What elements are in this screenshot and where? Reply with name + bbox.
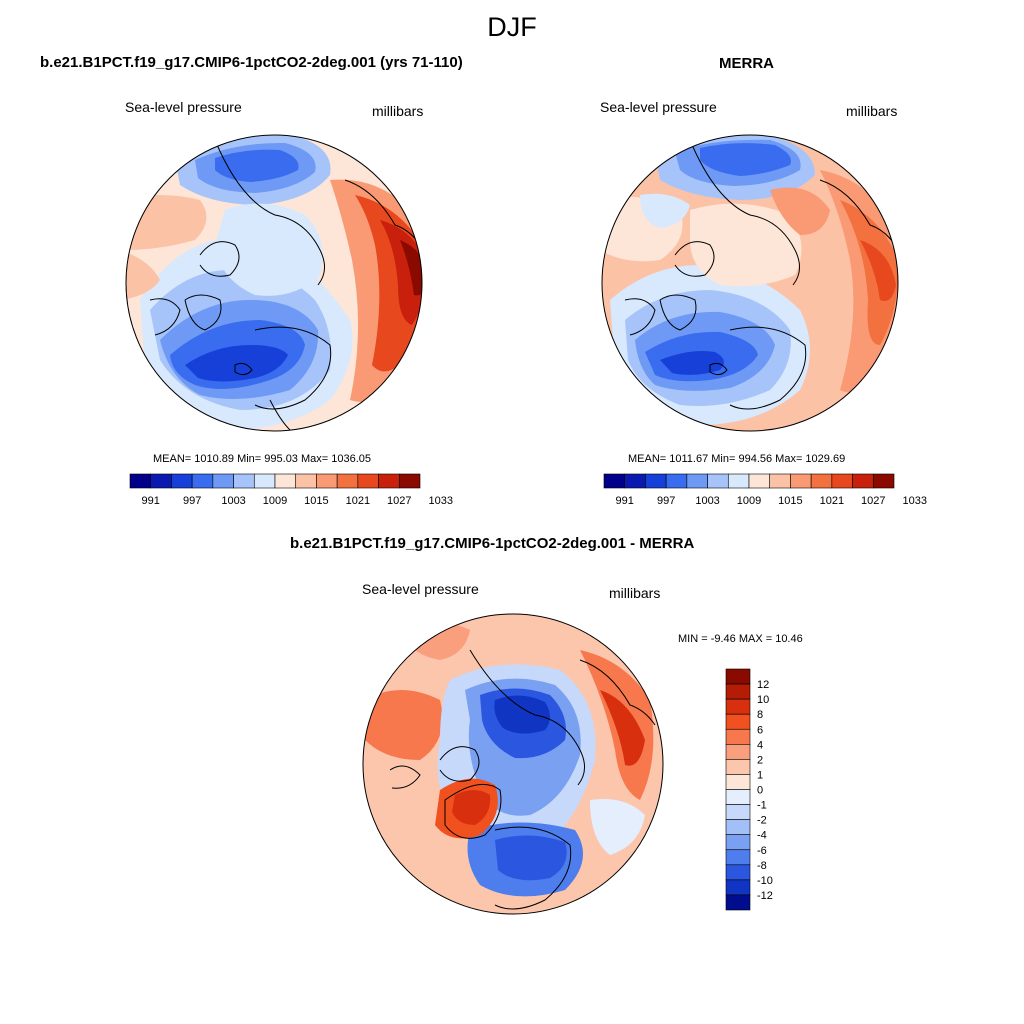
colorbar2-swatch bbox=[645, 473, 667, 489]
colorbar2-tick-label: 1009 bbox=[737, 495, 761, 507]
map3-slp-difference bbox=[362, 613, 664, 915]
colorbar2-tick-label: 1003 bbox=[695, 495, 719, 507]
colorbar1-swatch bbox=[171, 473, 193, 489]
colorbar3-swatch bbox=[725, 879, 751, 896]
colorbar3-swatch bbox=[725, 804, 751, 820]
colorbar2-swatch bbox=[810, 473, 833, 489]
colorbar3-swatch bbox=[725, 744, 751, 760]
colorbar1-swatch bbox=[398, 473, 421, 489]
colorbar1-tick-label: 1003 bbox=[221, 495, 245, 507]
colorbar2-tick-label: 1021 bbox=[820, 495, 844, 507]
colorbar3-swatch bbox=[725, 819, 751, 835]
colorbar3-swatch bbox=[725, 713, 751, 730]
colorbar1-swatch bbox=[378, 473, 400, 489]
colorbar3-swatch bbox=[725, 834, 751, 851]
colorbar3-tick-label: -6 bbox=[757, 845, 767, 857]
colorbar2-swatch bbox=[686, 473, 708, 489]
colorbar2-swatch bbox=[624, 473, 646, 489]
panel1-units-label: millibars bbox=[372, 103, 424, 119]
colorbar2-tick-label: 991 bbox=[616, 495, 634, 507]
panel1-title: b.e21.B1PCT.f19_g17.CMIP6-1pctCO2-2deg.0… bbox=[40, 54, 463, 71]
colorbar1-tick-label: 997 bbox=[183, 495, 201, 507]
colorbar3-swatch bbox=[725, 864, 751, 881]
colorbar1-swatch bbox=[274, 473, 297, 489]
colorbar3-swatch bbox=[725, 728, 751, 745]
map1-border bbox=[125, 134, 423, 432]
colorbar3-tick-label: 6 bbox=[757, 724, 763, 736]
colorbar3-tick-label: -10 bbox=[757, 875, 773, 887]
panel3-title: b.e21.B1PCT.f19_g17.CMIP6-1pctCO2-2deg.0… bbox=[290, 535, 695, 552]
panel2-units-label: millibars bbox=[846, 103, 898, 119]
colorbar1-swatch bbox=[191, 473, 214, 489]
map2-border bbox=[601, 134, 899, 432]
colorbar2-swatch bbox=[831, 473, 853, 489]
map1-slp-model bbox=[125, 134, 423, 432]
colorbar1-tick-label: 991 bbox=[142, 495, 160, 507]
colorbar3-swatch bbox=[725, 789, 751, 805]
colorbar3-tick-label: -12 bbox=[757, 890, 773, 902]
colorbar3-tick-label: 8 bbox=[757, 709, 763, 721]
colorbar1-swatch bbox=[357, 473, 379, 489]
panel1-variable-label: Sea-level pressure bbox=[125, 99, 242, 115]
colorbar-panel1: 991 997 1003 1009 1015 1021 1027 1033 bbox=[129, 473, 453, 507]
colorbar3-tick-label: 12 bbox=[757, 679, 769, 691]
colorbar2-swatch bbox=[872, 473, 895, 489]
colorbar3-tick-label: -4 bbox=[757, 830, 767, 842]
colorbar2-swatch bbox=[790, 473, 812, 489]
colorbar-panel2: 991 997 1003 1009 1015 1021 1027 1033 bbox=[603, 473, 927, 507]
colorbar2-swatch bbox=[603, 473, 626, 489]
colorbar1-tick-label: 1021 bbox=[346, 495, 370, 507]
colorbar3-tick-label: -8 bbox=[757, 860, 767, 872]
figure-title: DJF bbox=[487, 12, 537, 42]
colorbar2-tick-label: 1033 bbox=[902, 495, 926, 507]
colorbar2-swatch bbox=[727, 473, 750, 489]
colorbar1-swatch bbox=[129, 473, 152, 489]
colorbar1-tick-label: 1015 bbox=[304, 495, 328, 507]
colorbar3-swatch bbox=[725, 849, 751, 866]
panel2-title: MERRA bbox=[719, 55, 774, 72]
colorbar1-tick-label: 1009 bbox=[263, 495, 287, 507]
colorbar3-swatch bbox=[725, 894, 751, 911]
colorbar3-swatch bbox=[725, 698, 751, 715]
colorbar3-tick-label: 10 bbox=[757, 694, 769, 706]
panel3-units-label: millibars bbox=[609, 585, 661, 601]
colorbar1-swatch bbox=[212, 473, 234, 489]
colorbar1-swatch bbox=[336, 473, 359, 489]
colorbar3-tick-label: -1 bbox=[757, 800, 767, 812]
colorbar2-swatch bbox=[852, 473, 874, 489]
panel1-stats: MEAN= 1010.89 Min= 995.03 Max= 1036.05 bbox=[153, 453, 372, 465]
panel2-stats: MEAN= 1011.67 Min= 994.56 Max= 1029.69 bbox=[628, 453, 846, 465]
colorbar2-tick-label: 1027 bbox=[861, 495, 885, 507]
panel2-variable-label: Sea-level pressure bbox=[600, 99, 717, 115]
colorbar1-swatch bbox=[316, 473, 338, 489]
colorbar2-tick-label: 1015 bbox=[778, 495, 802, 507]
colorbar1-swatch bbox=[150, 473, 172, 489]
colorbar3-swatch bbox=[725, 683, 751, 700]
colorbar1-tick-label: 1033 bbox=[428, 495, 452, 507]
colorbar3-swatch bbox=[725, 759, 751, 775]
map2-slp-merra bbox=[601, 134, 899, 432]
colorbar3-swatch bbox=[725, 774, 751, 790]
colorbar2-tick-label: 997 bbox=[657, 495, 675, 507]
colorbar3-swatch bbox=[725, 668, 751, 685]
colorbar1-swatch bbox=[253, 473, 276, 489]
colorbar1-tick-label: 1027 bbox=[387, 495, 411, 507]
panel3-variable-label: Sea-level pressure bbox=[362, 581, 479, 597]
colorbar2-swatch bbox=[769, 473, 791, 489]
colorbar2-swatch bbox=[707, 473, 729, 489]
colorbar3-tick-label: -2 bbox=[757, 815, 767, 827]
panel3-stats: MIN = -9.46 MAX = 10.46 bbox=[678, 633, 803, 645]
colorbar1-swatch bbox=[295, 473, 317, 489]
colorbar3-tick-label: 0 bbox=[757, 785, 763, 797]
colorbar1-swatch bbox=[233, 473, 255, 489]
map3-border bbox=[362, 613, 664, 915]
colorbar2-swatch bbox=[665, 473, 688, 489]
colorbar2-swatch bbox=[748, 473, 771, 489]
colorbar3-tick-label: 1 bbox=[757, 769, 763, 781]
colorbar3-tick-label: 4 bbox=[757, 739, 763, 751]
colorbar3-tick-label: 2 bbox=[757, 754, 763, 766]
